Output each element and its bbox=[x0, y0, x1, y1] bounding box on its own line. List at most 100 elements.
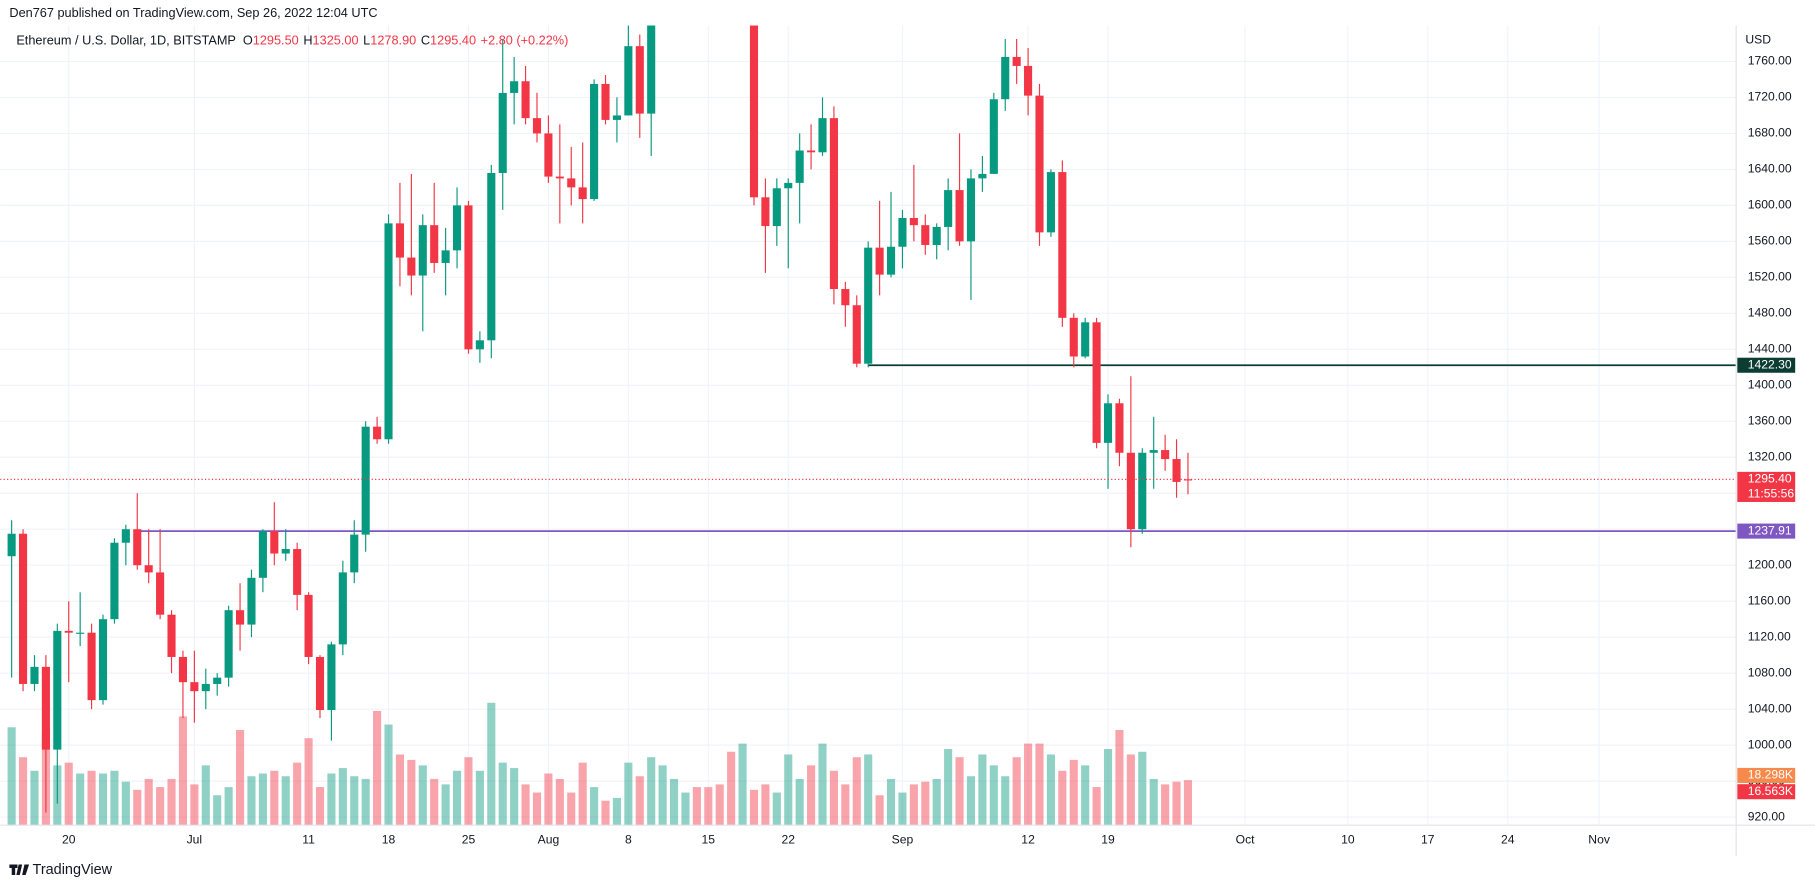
volume-bar bbox=[898, 792, 907, 826]
volume-bar bbox=[715, 784, 724, 826]
y-tick-label: 1000.00 bbox=[1748, 737, 1792, 751]
volume-bar bbox=[669, 778, 679, 826]
candle-body bbox=[201, 683, 210, 692]
candle-body bbox=[772, 188, 781, 227]
candle-body bbox=[224, 610, 233, 678]
candle-body bbox=[635, 46, 644, 114]
volume-bar bbox=[498, 762, 507, 826]
volume-bar bbox=[1161, 784, 1170, 826]
volume-bar bbox=[350, 776, 359, 826]
volume-bar bbox=[807, 765, 816, 826]
x-tick-label: Nov bbox=[1588, 832, 1611, 846]
volume-bar bbox=[247, 776, 256, 826]
volume-bar bbox=[510, 768, 519, 826]
candle-body bbox=[156, 572, 165, 615]
volume-bar bbox=[487, 702, 496, 826]
price-label-bg bbox=[1737, 784, 1796, 800]
candle-body bbox=[841, 289, 850, 306]
candle-body bbox=[1081, 322, 1090, 357]
candle-body bbox=[338, 572, 347, 645]
volume-bar bbox=[749, 789, 759, 826]
candle-body bbox=[590, 83, 599, 200]
volume-bar bbox=[1069, 759, 1078, 826]
price-label-bg bbox=[1737, 523, 1796, 539]
volume-bar bbox=[395, 754, 404, 826]
volume-bar bbox=[704, 787, 713, 826]
volume-bar bbox=[681, 792, 690, 826]
x-tick-label: Aug bbox=[538, 832, 560, 846]
volume-bar bbox=[235, 729, 245, 826]
volume-bar bbox=[772, 792, 781, 826]
price-label: 1295.40 bbox=[1748, 472, 1792, 486]
axes: 920.00960.001000.001040.001080.001120.00… bbox=[62, 54, 1796, 846]
volume-bar bbox=[875, 795, 884, 826]
y-tick-label: 1560.00 bbox=[1748, 234, 1792, 248]
volume-bar bbox=[784, 754, 793, 826]
volume-bar bbox=[921, 781, 930, 826]
candle-body bbox=[304, 594, 313, 657]
volume-bar bbox=[1115, 729, 1124, 826]
ohlc-value: 1295.40 bbox=[430, 33, 476, 48]
y-tick-label: 1040.00 bbox=[1748, 701, 1792, 715]
candle-body bbox=[41, 666, 50, 750]
candle-body bbox=[441, 250, 450, 263]
volume-bar bbox=[1149, 778, 1158, 826]
x-tick-label: 22 bbox=[781, 832, 795, 846]
volume-bar bbox=[818, 743, 827, 826]
x-tick-label: 8 bbox=[625, 832, 632, 846]
volume-bar bbox=[601, 800, 610, 826]
candle-body bbox=[19, 533, 28, 684]
volume-bar bbox=[281, 776, 290, 826]
x-tick-label: 20 bbox=[62, 832, 76, 846]
volume-bar bbox=[121, 781, 130, 826]
candle-body bbox=[510, 81, 519, 93]
candle-body bbox=[361, 426, 370, 535]
candle-body bbox=[1069, 317, 1078, 357]
volume-bar bbox=[544, 773, 553, 826]
volume-bar bbox=[624, 762, 633, 826]
candle-body bbox=[87, 632, 96, 701]
y-tick-label: 1440.00 bbox=[1748, 342, 1792, 356]
ohlc-value: 1278.90 bbox=[370, 33, 416, 48]
volume-bar bbox=[555, 778, 564, 826]
x-tick-label: Jul bbox=[187, 832, 203, 846]
y-tick-label: 1120.00 bbox=[1748, 629, 1791, 643]
volume-bar bbox=[795, 778, 804, 826]
brand-logo bbox=[9, 864, 30, 875]
y-tick-label: 1400.00 bbox=[1748, 377, 1792, 391]
brand: TradingView bbox=[33, 862, 113, 878]
price-label-bg bbox=[1737, 357, 1796, 373]
volume-bar bbox=[430, 778, 439, 826]
candle-body bbox=[1103, 403, 1113, 443]
candle-body bbox=[452, 205, 462, 251]
candle-body bbox=[167, 614, 176, 657]
volume-bar bbox=[1081, 765, 1090, 826]
candle-body bbox=[475, 340, 484, 350]
candle-body bbox=[53, 630, 62, 750]
price-pane bbox=[0, 25, 1737, 813]
volume-bar bbox=[293, 762, 302, 826]
volume-bar bbox=[373, 710, 382, 826]
volume-bar bbox=[590, 787, 599, 826]
y-tick-label: 1520.00 bbox=[1748, 270, 1792, 284]
volume-bar bbox=[1138, 751, 1147, 826]
volume-bar bbox=[327, 773, 336, 826]
candle-body bbox=[521, 81, 530, 119]
volume-bar bbox=[361, 778, 370, 826]
volume-pane bbox=[7, 702, 1193, 826]
volume-bar bbox=[1172, 781, 1181, 826]
x-tick-label: 24 bbox=[1501, 832, 1515, 846]
volume-bar bbox=[144, 778, 153, 826]
candle-body bbox=[64, 630, 73, 633]
y-tick-label: 1360.00 bbox=[1748, 413, 1792, 427]
x-tick-label: 25 bbox=[462, 832, 476, 846]
volume-bar bbox=[213, 795, 222, 826]
volume-bar bbox=[829, 770, 838, 826]
candle-body bbox=[1126, 452, 1135, 530]
y-tick-label: 1680.00 bbox=[1748, 126, 1792, 140]
candle-body bbox=[1012, 56, 1021, 66]
y-tick-label: 1080.00 bbox=[1748, 665, 1792, 679]
volume-bar bbox=[167, 778, 176, 826]
candle-body bbox=[110, 542, 119, 620]
volume-bar bbox=[418, 765, 427, 826]
